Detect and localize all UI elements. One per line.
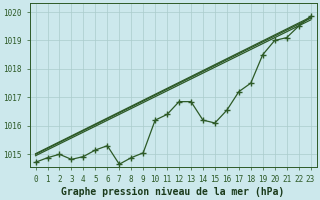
X-axis label: Graphe pression niveau de la mer (hPa): Graphe pression niveau de la mer (hPa) [61, 186, 285, 197]
